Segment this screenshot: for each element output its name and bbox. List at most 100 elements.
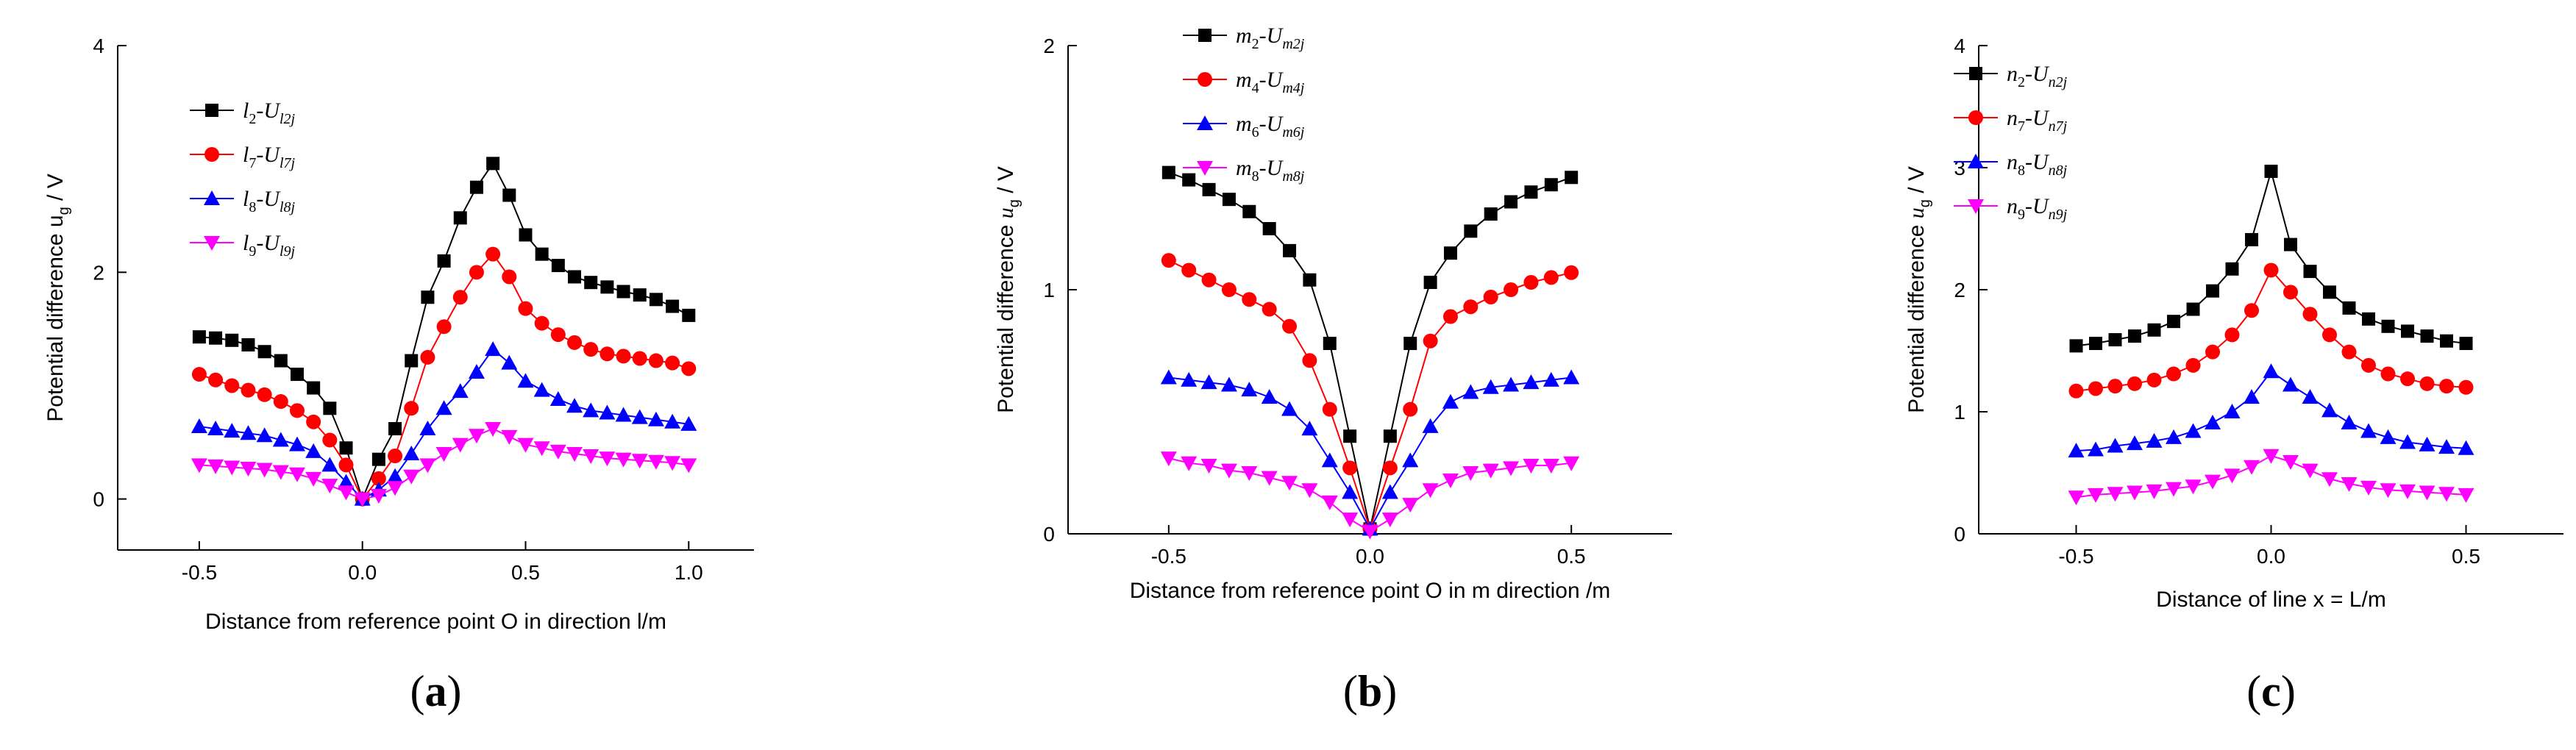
data-point-m4-Um4j — [1463, 299, 1479, 315]
data-point-n8-Un8j — [2244, 389, 2260, 404]
y-axis-label-unit: / V — [43, 174, 68, 207]
data-point-m8-Um8j — [1523, 459, 1540, 474]
legend-label: m2-Um2j — [1236, 24, 1305, 52]
data-point-l2-Ul2j — [502, 188, 516, 202]
data-point-n7-Un7j — [2439, 379, 2454, 394]
data-point-l8-Ul8j — [599, 404, 616, 420]
data-point-l8-Ul8j — [419, 421, 436, 436]
data-point-m8-Um8j — [1422, 483, 1439, 499]
legend-base-sub: 2 — [1252, 36, 1259, 52]
chart-panel-c: 0 1 2 3 4 -0.5 0.0 0.5 Distance of line x = L/m P… — [1904, 35, 2563, 715]
panel-label-open: ( — [1343, 667, 1358, 715]
data-point-m8-Um8j — [1200, 459, 1217, 474]
legend-dash-sub: n8j — [2049, 162, 2068, 179]
y-tick-label: 2 — [93, 261, 104, 284]
data-point-l2-Ul2j — [649, 293, 663, 307]
data-point-m6-Um6j — [1402, 452, 1419, 468]
x-tick-label: -0.5 — [1151, 545, 1186, 568]
data-point-l8-Ul8j — [517, 373, 534, 388]
data-point-m2-Um2j — [1443, 246, 1457, 260]
data-point-m8-Um8j — [1482, 463, 1499, 479]
legend-marker — [204, 236, 220, 251]
data-point-m8-Um8j — [1462, 466, 1479, 481]
data-point-n7-Un7j — [2107, 379, 2123, 394]
y-tick-label: 0 — [1043, 523, 1055, 546]
data-point-m6-Um6j — [1241, 382, 1258, 397]
data-point-m6-Um6j — [1462, 384, 1479, 399]
legend-base-sub: 8 — [1252, 168, 1259, 185]
data-point-m6-Um6j — [1523, 374, 1540, 390]
data-point-l7-Ul7j — [257, 387, 272, 402]
data-point-l7-Ul7j — [550, 327, 566, 343]
data-point-l2-Ul2j — [535, 247, 549, 261]
legend-dash-sub: n7j — [2049, 118, 2068, 135]
data-point-m4-Um4j — [1161, 253, 1176, 268]
data-point-m4-Um4j — [1221, 282, 1237, 297]
data-point-l9-Ul9j — [272, 465, 289, 480]
data-point-m8-Um8j — [1563, 456, 1580, 471]
legend-dash-sub: m8j — [1282, 168, 1304, 185]
x-tick-label: -0.5 — [182, 561, 217, 584]
legend-label: m4-Um4j — [1236, 68, 1305, 96]
y-axis-label-text: Potential difference u — [43, 215, 68, 421]
data-point-n8-Un8j — [2438, 439, 2455, 454]
data-point-l2-Ul2j — [241, 338, 255, 351]
legend-label: n7-Un7j — [2007, 106, 2068, 135]
data-point-n9-Un9j — [2341, 476, 2358, 492]
chart-panel-a: 0 2 4 -0.5 0.0 0.5 1.0 Distance from reference … — [43, 35, 754, 715]
data-point-l9-Ul9j — [305, 471, 322, 487]
x-axis-label: Distance from reference point O in m dir… — [1130, 579, 1611, 603]
data-point-l9-Ul9j — [549, 444, 566, 460]
data-point-m2-Um2j — [1323, 337, 1337, 351]
data-point-l2-Ul2j — [616, 285, 630, 299]
x-tick-label: 1.0 — [675, 561, 703, 584]
legend-marker — [1968, 199, 1984, 214]
data-point-n8-Un8j — [2088, 441, 2104, 457]
legend-marker — [1197, 161, 1213, 176]
data-point-m4-Um4j — [1504, 282, 1519, 297]
data-point-n2-Un2j — [2459, 337, 2473, 351]
data-point-l2-Ul2j — [371, 452, 385, 466]
data-point-m6-Um6j — [1563, 369, 1580, 385]
data-point-l9-Ul9j — [387, 481, 404, 496]
data-point-m4-Um4j — [1483, 289, 1498, 304]
data-point-m4-Um4j — [1302, 353, 1317, 368]
data-point-n7-Un7j — [2146, 372, 2162, 388]
legend-label: n2-Un2j — [2007, 62, 2068, 90]
y-axis-label: Potential difference ug / V — [1904, 166, 1933, 413]
data-point-m8-Um8j — [1321, 495, 1338, 510]
legend-dash: -U — [256, 231, 281, 255]
data-point-l8-Ul8j — [256, 427, 273, 443]
data-point-n9-Un9j — [2360, 480, 2377, 496]
legend-label: l7-Ul7j — [243, 143, 296, 171]
data-point-n2-Un2j — [2089, 337, 2102, 351]
x-axis-label: Distance of line x = L/m — [2156, 588, 2386, 612]
data-point-l8-Ul8j — [224, 423, 241, 438]
data-point-m4-Um4j — [1403, 401, 1418, 417]
data-point-l9-Ul9j — [485, 422, 502, 438]
series-line-n2-Un2j — [2076, 168, 2466, 347]
legend-label: l8-Ul8j — [243, 187, 296, 215]
series-line-l9-Ul9j — [199, 428, 689, 500]
data-point-l2-Ul2j — [600, 280, 614, 294]
data-point-l9-Ul9j — [321, 479, 338, 494]
data-point-l9-Ul9j — [680, 458, 697, 474]
data-point-m2-Um2j — [1161, 165, 1175, 179]
data-point-l8-Ul8j — [207, 421, 224, 436]
data-point-l9-Ul9j — [517, 438, 534, 453]
data-point-m2-Um2j — [1202, 182, 1216, 196]
data-point-m2-Um2j — [1262, 222, 1276, 235]
data-point-l7-Ul7j — [502, 269, 517, 285]
data-point-l2-Ul2j — [519, 228, 533, 242]
legend-dash: -U — [1259, 68, 1284, 92]
data-point-l7-Ul7j — [338, 457, 354, 473]
data-point-m2-Um2j — [1423, 276, 1437, 290]
data-point-m2-Um2j — [1182, 173, 1196, 187]
legend-label: n9-Un9j — [2007, 194, 2068, 223]
data-point-l2-Ul2j — [192, 330, 206, 344]
data-point-n9-Un9j — [2127, 485, 2143, 501]
panel-label: (b) — [1343, 667, 1397, 715]
data-point-n8-Un8j — [2068, 443, 2085, 458]
data-point-l9-Ul9j — [566, 446, 583, 462]
data-point-l9-Ul9j — [533, 441, 550, 457]
